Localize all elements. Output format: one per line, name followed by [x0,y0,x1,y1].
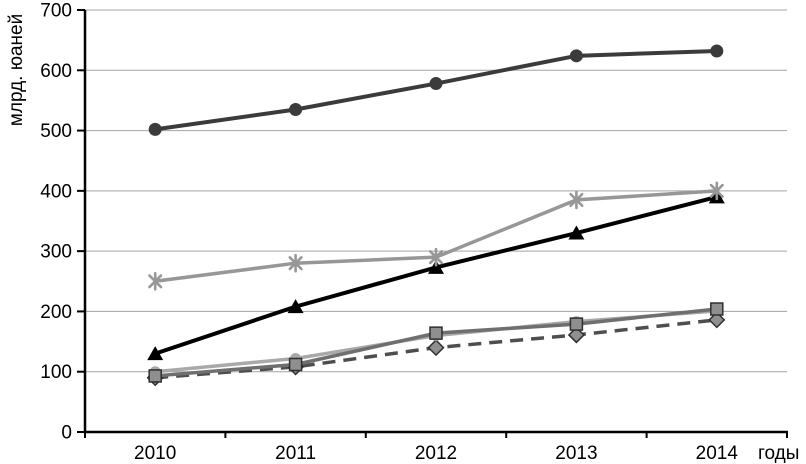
series-asterisk-marker [569,190,584,210]
series-dark-circle-marker [148,122,162,136]
x-axis-tick-label: 2013 [555,443,597,464]
y-axis-tick-label: 700 [40,1,72,22]
series-asterisk-marker [148,271,163,291]
series-dark-circle-marker [289,102,303,116]
series-diamond-marker [427,339,445,357]
y-axis-tick-label: 400 [40,181,72,202]
series-square-marker [710,302,724,316]
y-axis-tick-label: 300 [40,242,72,263]
x-axis-tick-label: 2014 [696,443,739,464]
series-triangle-marker [287,299,304,314]
y-axis-tick-label: 500 [40,121,72,142]
series-square-marker [429,326,443,340]
y-axis-tick-label: 600 [40,61,72,82]
x-axis-title: годы [758,443,799,464]
series-square-marker [148,369,162,383]
y-axis-title: млрд. юаней [6,14,27,126]
series-dark-circle-marker [710,44,724,58]
series-square-marker [288,357,303,372]
series-triangle-marker [147,346,164,361]
y-axis-tick-label: 0 [61,423,72,444]
series-dark-circle-marker [429,77,443,91]
x-axis-tick-label: 2010 [134,443,176,464]
series-dark-circle-marker [569,49,583,63]
series-asterisk-marker [709,181,724,201]
series-diamond-marker [567,326,585,344]
x-axis-tick-label: 2011 [275,443,316,464]
series-asterisk-marker [428,247,444,267]
series-triangle-marker [428,259,444,274]
series-square-marker [569,317,584,331]
series-dark-circle-line [154,48,717,132]
series-diamond-marker [708,311,726,329]
x-axis-tick-label: 2012 [415,443,457,464]
series-triangle-marker [568,225,585,240]
y-axis-tick-label: 200 [40,302,72,323]
series-asterisk-marker [288,253,303,273]
y-axis-tick-label: 100 [40,362,72,383]
